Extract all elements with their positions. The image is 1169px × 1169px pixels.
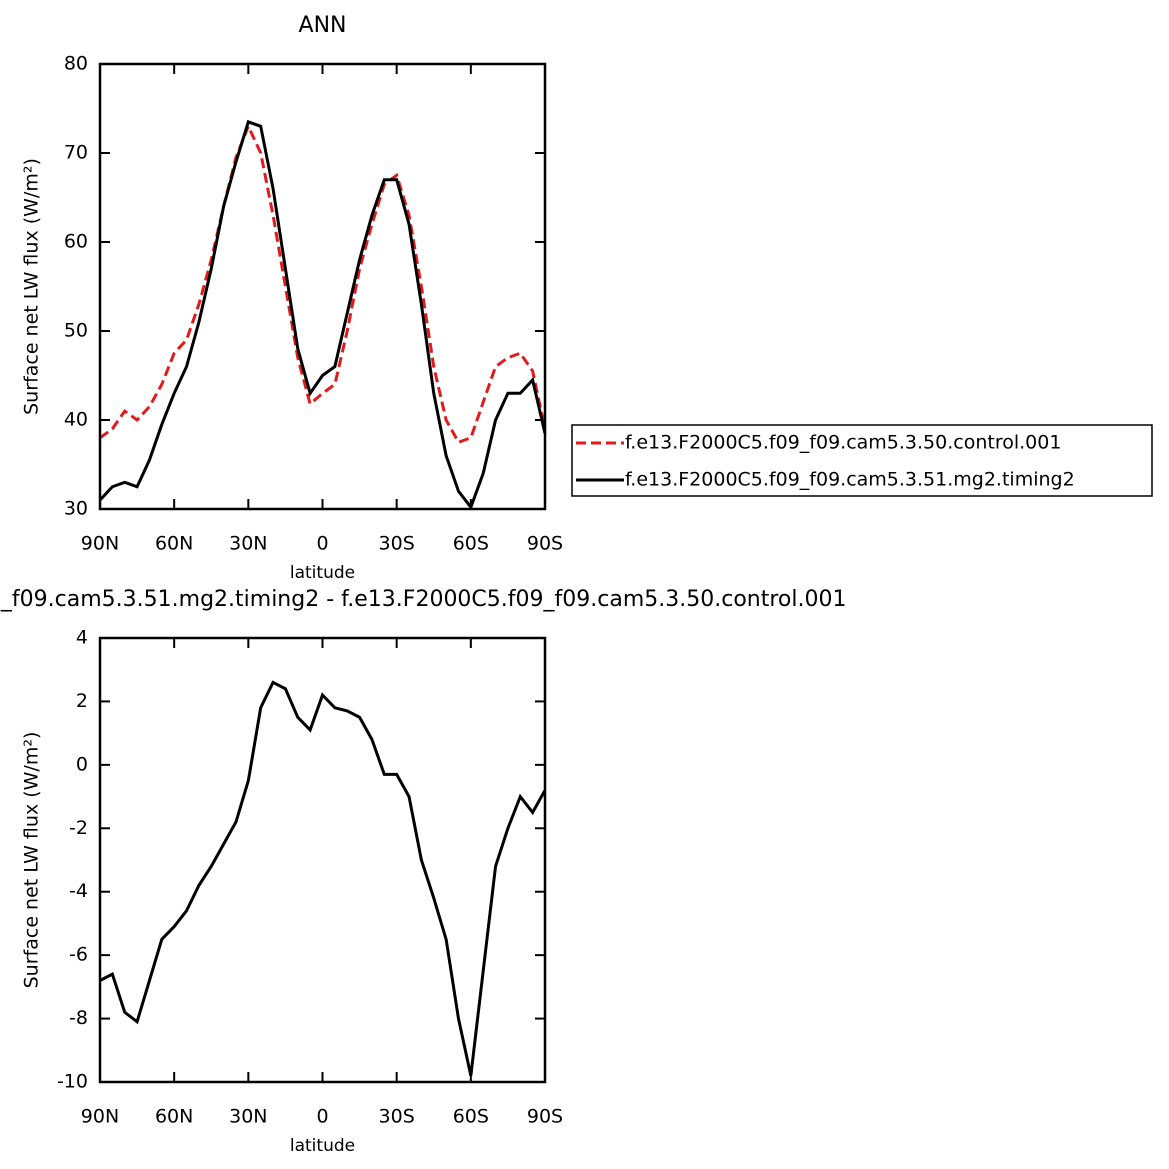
y-tick-label: 0 <box>76 753 88 775</box>
y-tick-label: -10 <box>57 1071 88 1093</box>
x-tick-label: 30N <box>229 1106 267 1128</box>
y-axis-label: Surface net LW flux (W/m²) <box>21 732 43 989</box>
y-tick-label: 4 <box>76 627 88 649</box>
y-tick-label: 60 <box>64 231 88 253</box>
x-axis-label: latitude <box>290 563 355 583</box>
legend-box <box>571 424 1153 497</box>
series-line <box>99 122 547 445</box>
x-tick-label: 60S <box>453 1106 489 1128</box>
y-axis-label: Surface net LW flux (W/m²) <box>21 158 43 415</box>
y-tick-label: 30 <box>64 498 88 520</box>
x-tick-label: 0 <box>316 1106 328 1128</box>
x-tick-label: 60N <box>155 1106 193 1128</box>
x-axis-label: latitude <box>290 1136 355 1156</box>
y-tick-label: -8 <box>69 1007 88 1029</box>
legend-label: f.e13.F2000C5.f09_f09.cam5.3.50.control.… <box>625 432 1061 454</box>
x-tick-label: 90N <box>81 1106 119 1128</box>
y-tick-label: -2 <box>69 817 88 839</box>
legend-label: f.e13.F2000C5.f09_f09.cam5.3.51.mg2.timi… <box>625 469 1075 491</box>
x-tick-label: 60S <box>453 533 489 555</box>
chart-title: f.e13.F2000C5.f09_f09.cam5.3.51.mg2.timi… <box>0 587 846 612</box>
y-tick-label: 50 <box>64 320 88 342</box>
x-tick-label: 60N <box>155 533 193 555</box>
x-tick-label: 30S <box>379 533 415 555</box>
plot-frame <box>98 62 547 511</box>
x-tick-label: 0 <box>316 533 328 555</box>
plot-frame <box>98 636 547 1084</box>
x-tick-label: 30N <box>229 533 267 555</box>
y-tick-label: 80 <box>64 53 88 75</box>
y-tick-label: 70 <box>64 142 88 164</box>
y-tick-label: -6 <box>69 944 88 966</box>
y-tick-label: -4 <box>69 880 88 902</box>
chart-title: ANN <box>299 13 347 38</box>
x-tick-label: 90S <box>527 1106 563 1128</box>
series-line <box>98 119 547 511</box>
y-tick-label: 2 <box>76 690 88 712</box>
x-tick-label: 90S <box>527 533 563 555</box>
x-tick-label: 90N <box>81 533 119 555</box>
x-tick-label: 30S <box>379 1106 415 1128</box>
series-line <box>99 680 547 1076</box>
y-tick-label: 40 <box>64 409 88 431</box>
